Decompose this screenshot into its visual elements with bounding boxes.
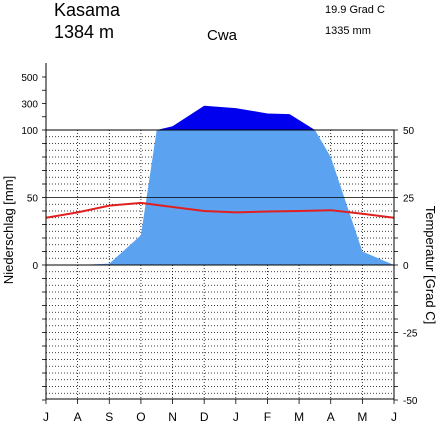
month-label: F — [264, 410, 271, 424]
precipitation-humid-fill — [156, 105, 315, 130]
month-label: N — [168, 410, 177, 424]
right-tick-label: -25 — [403, 329, 418, 340]
month-label: A — [327, 410, 335, 424]
month-label: M — [357, 410, 367, 424]
month-label: M — [294, 410, 304, 424]
month-label: D — [200, 410, 209, 424]
month-label: S — [105, 410, 113, 424]
month-label: O — [136, 410, 145, 424]
station-name: Kasama — [54, 0, 121, 20]
left-tick-label: 0 — [32, 261, 38, 272]
temperature-line — [45, 201, 395, 219]
axes — [42, 63, 398, 404]
right-axis-title: Temperatur [Grad C] — [423, 206, 438, 325]
month-label: J — [233, 410, 239, 424]
right-tick-label: 0 — [403, 261, 409, 272]
temperature-series-line — [45, 201, 395, 219]
left-axis-title: Niederschlag [mm] — [1, 176, 16, 284]
climate-class: Cwa — [207, 27, 238, 44]
right-tick-label: 50 — [403, 126, 415, 137]
month-label: J — [391, 410, 397, 424]
month-label: J — [43, 410, 49, 424]
left-tick-label: 300 — [21, 100, 38, 111]
annual-precipitation: 1335 mm — [325, 25, 371, 37]
right-tick-label: -50 — [403, 396, 418, 407]
annual-temperature: 19.9 Grad C — [325, 4, 385, 16]
left-tick-label: 50 — [27, 194, 39, 205]
month-label: A — [74, 410, 82, 424]
left-tick-label: 500 — [21, 73, 38, 84]
station-elevation: 1384 m — [54, 22, 114, 42]
left-tick-label: 100 — [21, 126, 38, 137]
right-tick-label: 25 — [403, 194, 415, 205]
labels: 0 50 100 300 500 50 25 0 -25 -50 J A S O N D J F M A M J — [21, 73, 418, 424]
